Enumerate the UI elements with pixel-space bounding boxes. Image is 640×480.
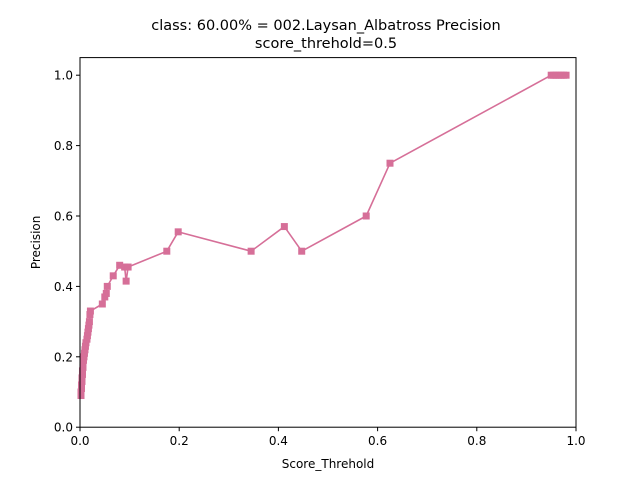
- x-tick-label: 0.0: [70, 434, 89, 448]
- data-point: [562, 71, 570, 79]
- data-point: [83, 332, 91, 340]
- data-point: [101, 293, 109, 301]
- data-point: [80, 349, 88, 357]
- data-point: [386, 159, 394, 167]
- y-tick-label: 0.8: [54, 139, 73, 153]
- data-point: [84, 325, 92, 333]
- chart-title-line1: class: 60.00% = 002.Laysan_Albatross Pre…: [151, 18, 501, 34]
- data-point: [122, 277, 130, 285]
- y-axis-label: Precision: [29, 216, 43, 270]
- data-point: [86, 311, 94, 319]
- data-point: [79, 356, 87, 364]
- data-point: [116, 261, 124, 269]
- data-point: [81, 342, 89, 350]
- data-point: [78, 374, 86, 382]
- y-tick-label: 0.0: [54, 421, 73, 435]
- data-point: [77, 384, 85, 392]
- chart-title-line2: score_threhold=0.5: [255, 36, 397, 52]
- data-point: [280, 223, 288, 231]
- data-point: [102, 289, 110, 297]
- data-point: [85, 321, 93, 329]
- data-point: [77, 392, 85, 400]
- data-point: [78, 370, 86, 378]
- data-point: [85, 318, 93, 326]
- data-point: [362, 212, 370, 220]
- data-point: [84, 328, 92, 336]
- data-point: [77, 388, 85, 396]
- data-point: [163, 247, 171, 255]
- data-point: [79, 360, 87, 368]
- data-point: [86, 307, 94, 315]
- ticks-layer: 0.0 0.2 0.4 0.6 0.8 1.0 0.0 0.2 0.4 0.6 0.8 1.0: [54, 69, 586, 449]
- data-point: [98, 300, 106, 308]
- y-tick-label: 1.0: [54, 69, 73, 83]
- data-point: [247, 247, 255, 255]
- data-point: [81, 346, 89, 354]
- y-tick-label: 0.2: [54, 350, 73, 364]
- x-tick-label: 0.4: [269, 434, 288, 448]
- plot-frame: [79, 57, 577, 428]
- series-line: [80, 74, 567, 396]
- data-point: [109, 272, 117, 280]
- data-point: [83, 335, 91, 343]
- data-point: [124, 263, 132, 271]
- data-point: [80, 353, 88, 361]
- x-tick-label: 0.8: [467, 434, 486, 448]
- y-tick-label: 0.6: [54, 210, 73, 224]
- data-point: [174, 228, 182, 236]
- data-point: [78, 377, 86, 385]
- data-point: [103, 282, 111, 290]
- x-tick-label: 1.0: [566, 434, 585, 448]
- data-point: [77, 381, 85, 389]
- x-tick-label: 0.6: [368, 434, 387, 448]
- x-tick-label: 0.2: [170, 434, 189, 448]
- data-point: [78, 367, 86, 375]
- data-point: [298, 247, 306, 255]
- x-axis-label: Score_Threhold: [282, 457, 375, 471]
- series-layer: [77, 71, 570, 400]
- data-point: [79, 363, 87, 371]
- y-tick-label: 0.4: [54, 280, 73, 294]
- data-point: [82, 339, 90, 347]
